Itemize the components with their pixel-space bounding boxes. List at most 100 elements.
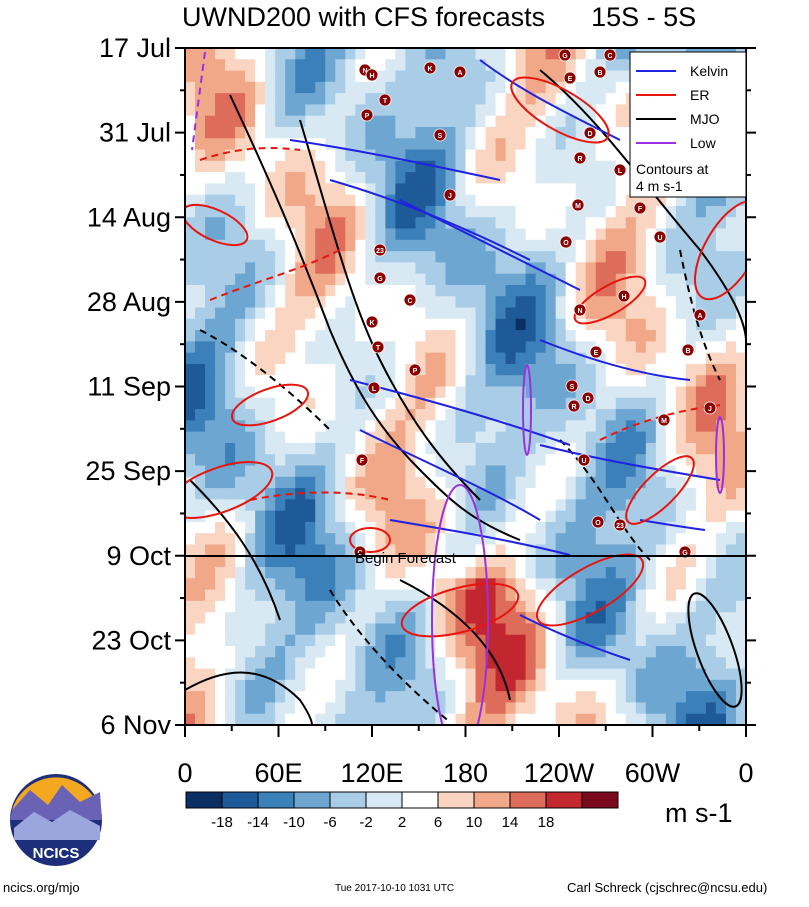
- heatmap-cell: [685, 702, 697, 715]
- heatmap-cell: [515, 375, 527, 387]
- heatmap-cell: [695, 646, 707, 658]
- heatmap-cell: [695, 217, 707, 230]
- heatmap-cell: [245, 375, 256, 387]
- heatmap-cell: [445, 521, 456, 534]
- heatmap-cell: [445, 386, 456, 399]
- heatmap-cell: [565, 273, 577, 286]
- heatmap-cell: [275, 612, 286, 624]
- heatmap-cell: [575, 499, 587, 512]
- heatmap-cell: [475, 679, 487, 692]
- heatmap-cell: [365, 149, 376, 162]
- heatmap-cell: [485, 533, 497, 545]
- heatmap-cell: [355, 702, 366, 715]
- heatmap-cell: [605, 600, 617, 613]
- heatmap-cell: [505, 341, 517, 354]
- heatmap-cell: [645, 499, 657, 512]
- heatmap-cell: [575, 431, 587, 444]
- heatmap-cell: [585, 646, 597, 658]
- heatmap-cell: [315, 499, 326, 512]
- heatmap-cell: [345, 262, 356, 275]
- heatmap-cell: [245, 284, 256, 297]
- heatmap-cell: [695, 600, 707, 613]
- heatmap-cell: [615, 70, 627, 83]
- heatmap-cell: [305, 634, 316, 647]
- mjo-contour-dashed: [199, 329, 331, 431]
- heatmap-cell: [285, 668, 296, 681]
- storm-label: K: [427, 66, 432, 73]
- heatmap-cell: [575, 183, 587, 196]
- heatmap-cell: [425, 646, 436, 658]
- heatmap-cell: [345, 612, 356, 624]
- heatmap-cell: [315, 646, 326, 658]
- heatmap-cell: [195, 194, 206, 207]
- heatmap-cell: [235, 341, 246, 354]
- heatmap-cell: [695, 194, 707, 207]
- heatmap-cell: [625, 657, 637, 670]
- heatmap-cell: [635, 679, 647, 692]
- heatmap-cell: [395, 409, 406, 421]
- heatmap-cell: [445, 251, 456, 263]
- heatmap-cell: [265, 488, 276, 500]
- heatmap-cell: [515, 668, 527, 681]
- heatmap-cell: [595, 431, 607, 444]
- colorbar-bin: [221, 791, 259, 809]
- heatmap-cell: [605, 578, 617, 591]
- heatmap-cell: [605, 488, 617, 500]
- heatmap-cell: [285, 262, 296, 275]
- heatmap-cell: [525, 679, 537, 692]
- heatmap-cell: [245, 115, 256, 128]
- heatmap-cell: [185, 612, 196, 624]
- heatmap-cell: [635, 713, 647, 725]
- heatmap-cell: [715, 262, 727, 275]
- heatmap-cell: [335, 510, 346, 523]
- heatmap-cell: [315, 262, 326, 275]
- er-contour: [535, 553, 645, 627]
- heatmap-cell: [295, 397, 306, 410]
- heatmap-cell: [695, 499, 707, 512]
- heatmap-cell: [435, 499, 446, 512]
- heatmap-cell: [685, 691, 697, 703]
- heatmap-cell: [355, 59, 366, 72]
- heatmap-cell: [215, 533, 226, 545]
- heatmap-cell: [545, 138, 557, 151]
- heatmap-cell: [185, 239, 196, 252]
- heatmap-cell: [675, 318, 687, 331]
- heatmap-cell: [715, 521, 727, 534]
- heatmap-cell: [455, 409, 466, 421]
- heatmap-cell: [735, 251, 746, 263]
- heatmap-cell: [555, 544, 567, 557]
- heatmap-cell: [385, 160, 396, 173]
- heatmap-cell: [665, 702, 677, 715]
- heatmap-cell: [605, 172, 617, 184]
- heatmap-cell: [395, 341, 406, 354]
- heatmap-cell: [355, 409, 366, 421]
- heatmap-cell: [255, 442, 266, 455]
- heatmap-cell: [555, 115, 567, 128]
- heatmap-cell: [725, 465, 737, 478]
- heatmap-cell: [365, 600, 376, 613]
- heatmap-cell: [585, 442, 597, 455]
- heatmap-cell: [605, 160, 617, 173]
- heatmap-cell: [365, 668, 376, 681]
- heatmap-cell: [735, 386, 746, 399]
- heatmap-cell: [645, 567, 657, 579]
- heatmap-cell: [515, 93, 527, 105]
- heatmap-cell: [685, 205, 697, 218]
- kelvin-contour: [639, 519, 706, 531]
- heatmap-cell: [285, 48, 296, 60]
- storm-label: M: [575, 203, 581, 210]
- heatmap-cell: [295, 612, 306, 624]
- heatmap-cell: [255, 476, 266, 489]
- heatmap-cell: [535, 149, 547, 162]
- heatmap-cell: [285, 510, 296, 523]
- heatmap-cell: [505, 420, 517, 433]
- heatmap-cell: [615, 363, 627, 376]
- heatmap-cell: [705, 578, 717, 591]
- heatmap-cell: [245, 499, 256, 512]
- heatmap-cell: [595, 262, 607, 275]
- heatmap-cell: [655, 386, 667, 399]
- heatmap-cell: [635, 668, 647, 681]
- heatmap-cell: [505, 600, 517, 613]
- heatmap-cell: [445, 160, 456, 173]
- heatmap-cell: [245, 454, 256, 466]
